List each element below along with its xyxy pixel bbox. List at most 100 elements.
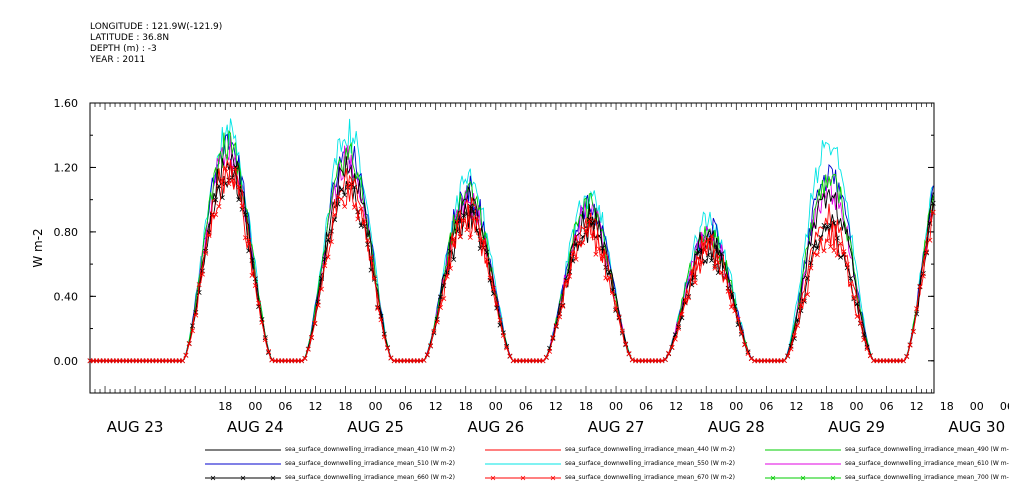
series-marker (831, 248, 837, 254)
series-marker (447, 265, 453, 271)
plot-frame (89, 102, 935, 394)
series-marker (867, 353, 873, 359)
series-marker (325, 237, 331, 243)
series-marker (421, 357, 427, 363)
y-axis-label: W m-2 (31, 228, 45, 267)
series-marker (930, 209, 936, 215)
series-marker (249, 272, 255, 278)
series-marker (365, 237, 371, 243)
x-hour-label: 00 (369, 400, 383, 413)
series-marker (712, 265, 718, 271)
series-marker (702, 247, 708, 253)
series-marker (583, 227, 589, 233)
series-marker (818, 234, 824, 240)
x-day-label: AUG 23 (107, 418, 164, 436)
series-marker (494, 301, 500, 307)
y-tick-label: 0.00 (54, 355, 79, 368)
x-hour-label: 06 (759, 400, 773, 413)
series-marker (385, 345, 391, 351)
series-marker (910, 329, 916, 335)
series-marker (203, 250, 209, 256)
series-marker (814, 252, 820, 258)
series-marker (821, 222, 827, 228)
series-marker (824, 238, 830, 244)
x-day-label: AUG 27 (588, 418, 645, 436)
series-marker (722, 275, 728, 281)
series-marker (848, 280, 854, 286)
series-marker (914, 306, 920, 312)
x-hour-label: 06 (639, 400, 653, 413)
x-hour-label: 00 (489, 400, 503, 413)
x-hour-label: 00 (850, 400, 864, 413)
series-marker (805, 291, 811, 297)
series-marker (494, 305, 500, 311)
series-marker (183, 352, 189, 358)
series-marker (603, 264, 609, 270)
series-marker (550, 334, 556, 340)
latitude-label: LATITUDE : 36.8N (90, 33, 170, 43)
x-day-label: AUG 26 (467, 418, 524, 436)
series-marker (795, 323, 801, 329)
series-marker (477, 237, 483, 243)
x-day-label: AUG 29 (828, 418, 885, 436)
series-marker (461, 218, 467, 224)
series-marker (854, 314, 860, 319)
series-marker (719, 269, 725, 275)
series-marker (791, 333, 797, 339)
series-marker (917, 283, 923, 289)
series-marker (206, 233, 212, 239)
series-marker (553, 323, 559, 329)
series-marker (619, 328, 625, 334)
series-marker (233, 164, 238, 170)
series-marker (335, 201, 341, 207)
x-hour-label: 12 (910, 400, 924, 413)
series-marker (180, 358, 186, 364)
series-marker (213, 212, 219, 217)
series-marker (709, 257, 715, 263)
series-marker (745, 350, 751, 356)
series-marker (907, 342, 913, 348)
series-marker (781, 358, 787, 364)
series-marker (193, 312, 199, 318)
x-hour-label: 18 (940, 400, 954, 413)
series-marker (606, 274, 612, 280)
x-hour-label: 18 (339, 400, 353, 413)
series-marker (593, 251, 599, 257)
series-marker (738, 331, 744, 337)
depth-label: DEPTH (m) : -3 (90, 44, 157, 54)
series-marker (702, 258, 708, 264)
series-marker (586, 218, 592, 224)
series-marker (441, 296, 447, 302)
series-marker (368, 254, 374, 260)
series-marker (857, 320, 863, 326)
series-marker (262, 337, 268, 343)
series-marker (590, 220, 596, 226)
series-marker (692, 280, 698, 286)
series-marker (315, 302, 321, 308)
series-marker (196, 289, 202, 295)
series-marker (361, 218, 367, 224)
series-marker (381, 334, 387, 340)
series-marker (719, 251, 725, 257)
series-marker (481, 238, 486, 244)
x-hour-label: 06 (399, 400, 413, 413)
x-hour-label: 18 (218, 400, 232, 413)
series-marker (725, 288, 731, 294)
series-marker (500, 332, 506, 338)
series-marker (438, 294, 443, 300)
series-marker (623, 341, 629, 347)
series-marker (461, 212, 467, 218)
series-marker (590, 233, 596, 239)
series-marker (824, 223, 830, 229)
y-tick-label: 1.60 (54, 97, 79, 110)
series-marker (682, 297, 688, 303)
series-marker (920, 273, 926, 279)
series-marker (715, 259, 721, 265)
series-marker (669, 344, 675, 350)
series-marker (497, 317, 503, 323)
series-marker (444, 273, 450, 279)
series-marker (318, 286, 324, 292)
series-marker (457, 234, 463, 240)
series-marker (828, 244, 834, 250)
series-marker (328, 228, 334, 234)
